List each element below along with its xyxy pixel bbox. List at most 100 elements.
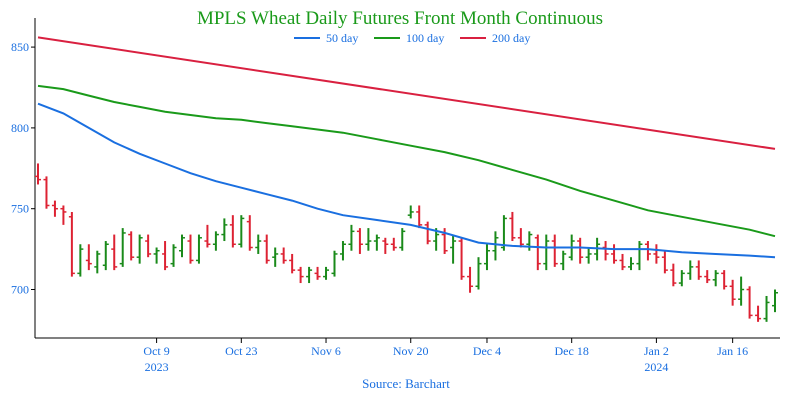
ohlc-bar	[678, 270, 685, 287]
ohlc-bar	[416, 205, 423, 229]
legend: 50 day 100 day 200 day	[294, 31, 530, 45]
ohlc-bar	[585, 247, 592, 264]
ohlc-bar	[356, 228, 363, 254]
ohlc-bar	[475, 257, 482, 290]
x-tick-label: Nov 20	[393, 344, 429, 358]
ohlc-bar	[102, 241, 109, 271]
x-ticks: Oct 9 2023 Oct 23 Nov 6 Nov 20 Dec 4 Dec 18 Jan…	[143, 338, 748, 374]
ohlc-bar	[746, 286, 753, 319]
ohlc-bar	[297, 266, 304, 284]
ohlc-bar	[111, 234, 118, 271]
y-tick-label: 750	[11, 202, 29, 216]
legend-label-200-day: 200 day	[492, 31, 530, 45]
ohlc-bar	[306, 266, 313, 284]
legend-label-100-day: 100 day	[406, 31, 444, 45]
series-line-200-day	[37, 36, 776, 150]
x-tick-label: Dec 4	[473, 344, 501, 358]
ohlc-bar	[119, 228, 126, 267]
ohlc-bar	[35, 163, 41, 185]
ohlc-bar	[424, 221, 431, 245]
ohlc-bar	[653, 244, 660, 264]
ohlc-bar	[94, 250, 101, 274]
ohlc-bar	[331, 250, 338, 277]
x-tick-label: Jan 2	[644, 344, 669, 358]
x-tick-label: Dec 18	[555, 344, 589, 358]
ohlc-bar	[467, 266, 474, 293]
ohlc-bar	[729, 279, 736, 306]
ohlc-bar	[670, 263, 677, 287]
ohlc-bar	[136, 234, 143, 264]
ohlc-bar	[289, 253, 296, 274]
ohlc-bar	[255, 234, 262, 254]
chart-source: Source: Barchart	[362, 376, 450, 391]
ohlc-bar	[212, 231, 219, 251]
ohlc-bar	[162, 241, 169, 271]
ohlc-bar	[738, 276, 745, 306]
x-tick-label: Oct 23	[225, 344, 257, 358]
ohlc-bar	[721, 270, 728, 290]
ohlc-bar	[85, 244, 92, 271]
series-line-100-day	[37, 84, 776, 238]
ohlc-bar	[458, 237, 465, 280]
ohlc-bar	[187, 234, 194, 264]
ohlc-bar	[339, 241, 346, 261]
ohlc-bar	[644, 241, 651, 261]
ohlc-bar	[365, 228, 372, 251]
ohlc-bar	[280, 247, 287, 264]
ohlc-bar	[170, 244, 177, 267]
ohlc-bar	[763, 295, 770, 322]
y-tick-label: 700	[11, 283, 29, 297]
ohlc-bar	[695, 260, 702, 280]
ohlc-bar	[382, 237, 389, 254]
ohlc-bar	[627, 257, 634, 271]
ohlc-bar	[687, 260, 694, 280]
ohlc-bar	[636, 241, 643, 271]
ohlc-bar	[246, 215, 253, 251]
ohlc-bar	[772, 289, 778, 313]
ohlc-bar	[77, 244, 84, 277]
ohlc-bar	[526, 231, 533, 251]
ohlc-bar	[755, 305, 762, 322]
ohlc-bar	[483, 244, 490, 271]
ohlc-bar	[204, 224, 211, 248]
ohlc-bar	[543, 234, 550, 271]
x-tick-year-label: 2024	[644, 360, 668, 374]
ohlc-bar	[68, 211, 75, 277]
ohlc-bar	[407, 205, 414, 219]
ohlc-bar	[492, 231, 499, 261]
ohlc-bar	[51, 200, 58, 217]
y-tick-label: 800	[11, 121, 29, 135]
ohlc-bar	[619, 253, 626, 271]
ohlc-bar	[373, 234, 380, 251]
x-tick-year-label: 2023	[145, 360, 169, 374]
ohlc-bar	[348, 224, 355, 251]
ohlc-bar	[551, 234, 558, 267]
x-tick-label: Nov 6	[311, 344, 341, 358]
ohlc-bar	[450, 234, 457, 264]
ohlc-bar	[128, 231, 135, 261]
ohlc-bar	[179, 234, 186, 258]
ohlc-bar	[517, 228, 524, 248]
ohlc-bar	[560, 250, 567, 271]
ohlc-bar	[611, 244, 618, 264]
ohlc-bar	[263, 234, 270, 264]
moving-average-lines	[37, 36, 776, 259]
x-tick-label: Jan 16	[717, 344, 748, 358]
ohlc-bar	[314, 266, 321, 280]
ohlc-bar	[145, 234, 152, 258]
series-line-50-day	[37, 102, 776, 259]
ohlc-bars	[35, 163, 778, 322]
ohlc-bar	[661, 250, 668, 274]
ohlc-bar	[509, 211, 516, 242]
ohlc-bar	[43, 176, 50, 209]
ohlc-bar	[229, 215, 236, 248]
ohlc-bar	[60, 205, 67, 225]
ohlc-bar	[704, 270, 711, 284]
ohlc-bar	[602, 241, 609, 261]
ohlc-bar	[221, 218, 228, 242]
ohlc-bar	[238, 215, 245, 248]
ohlc-bar	[534, 234, 541, 271]
ohlc-bar	[323, 266, 330, 280]
y-tick-label: 850	[11, 40, 29, 54]
